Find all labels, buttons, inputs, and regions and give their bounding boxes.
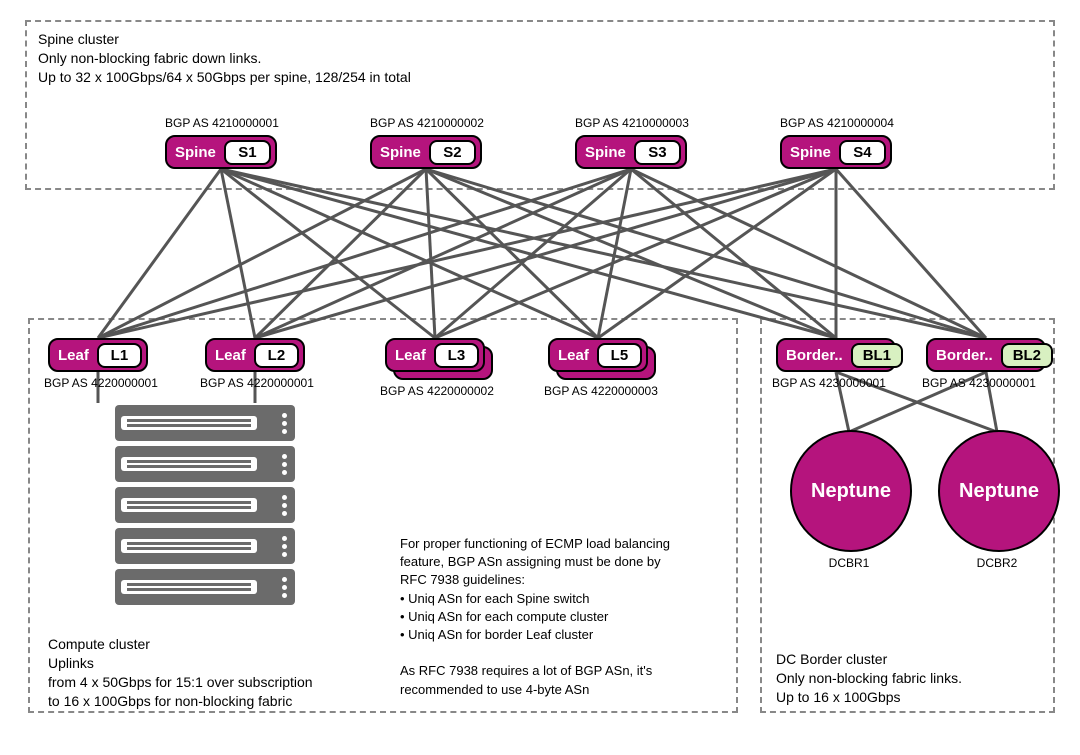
spine-s2: SpineS2 <box>370 135 482 169</box>
bl-bl1: Border..BL1 <box>776 338 896 372</box>
asn-label: BGP AS 4230000001 <box>772 376 886 390</box>
node-role-label: Leaf <box>387 347 434 364</box>
node-id-label: L1 <box>97 343 142 368</box>
node-role-label: Spine <box>782 144 839 161</box>
spine-s4: SpineS4 <box>780 135 892 169</box>
ecmp-note: For proper functioning of ECMP load bala… <box>400 535 670 699</box>
spine-s1: SpineS1 <box>165 135 277 169</box>
node-role-label: Border.. <box>778 347 851 364</box>
server-unit <box>115 487 295 523</box>
node-id-label: L3 <box>434 343 479 368</box>
server-unit <box>115 528 295 564</box>
node-id-label: L2 <box>254 343 299 368</box>
asn-label: BGP AS 4220000002 <box>380 384 494 398</box>
node-id-label: BL1 <box>851 343 903 368</box>
leaf-l3: LeafL3 <box>385 338 485 372</box>
node-id-label: S4 <box>839 140 886 165</box>
node-role-label: Leaf <box>550 347 597 364</box>
neptune-router: Neptune <box>790 430 912 552</box>
neptune-sublabel: DCBR1 <box>790 556 908 570</box>
node-role-label: Spine <box>577 144 634 161</box>
spine-cluster-title: Spine cluster Only non-blocking fabric d… <box>38 30 411 87</box>
asn-label: BGP AS 4210000004 <box>780 116 894 130</box>
node-role-label: Spine <box>372 144 429 161</box>
asn-label: BGP AS 4210000003 <box>575 116 689 130</box>
node-id-label: S2 <box>429 140 476 165</box>
asn-label: BGP AS 4220000003 <box>544 384 658 398</box>
asn-label: BGP AS 4210000002 <box>370 116 484 130</box>
leaf-l5: LeafL5 <box>548 338 648 372</box>
asn-label: BGP AS 4220000001 <box>200 376 314 390</box>
spine-s3: SpineS3 <box>575 135 687 169</box>
asn-label: BGP AS 4230000001 <box>922 376 1036 390</box>
leaf-l1: LeafL1 <box>48 338 148 372</box>
asn-label: BGP AS 4210000001 <box>165 116 279 130</box>
node-role-label: Leaf <box>50 347 97 364</box>
node-role-label: Leaf <box>207 347 254 364</box>
node-id-label: BL2 <box>1001 343 1053 368</box>
node-id-label: S1 <box>224 140 271 165</box>
bl-bl2: Border..BL2 <box>926 338 1046 372</box>
neptune-router: Neptune <box>938 430 1060 552</box>
leaf-l2: LeafL2 <box>205 338 305 372</box>
node-id-label: L5 <box>597 343 642 368</box>
server-unit <box>115 446 295 482</box>
server-unit <box>115 569 295 605</box>
node-role-label: Spine <box>167 144 224 161</box>
asn-label: BGP AS 4220000001 <box>44 376 158 390</box>
node-role-label: Border.. <box>928 347 1001 364</box>
border-cluster-text: DC Border cluster Only non-blocking fabr… <box>776 650 962 707</box>
server-unit <box>115 405 295 441</box>
neptune-sublabel: DCBR2 <box>938 556 1056 570</box>
node-id-label: S3 <box>634 140 681 165</box>
compute-cluster-text: Compute cluster Uplinks from 4 x 50Gbps … <box>48 635 313 711</box>
